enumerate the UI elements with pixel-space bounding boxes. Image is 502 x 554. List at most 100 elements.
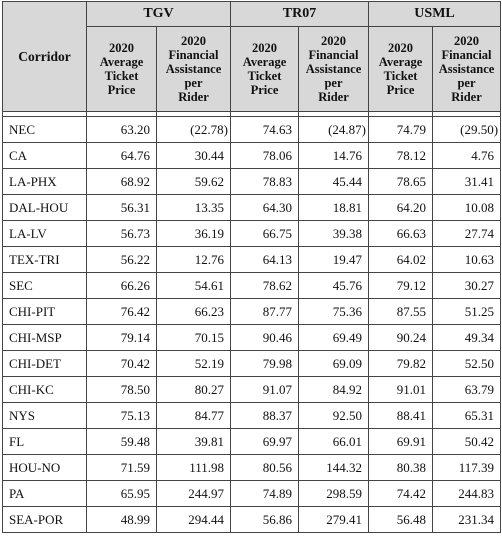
tgv-price-cell: 79.14 [86,324,157,351]
corridor-cell: SEC [2,272,87,299]
assistance-header-line: Rider [318,90,349,104]
usml-price-cell: 74.42 [368,480,434,507]
usml-assist-cell: 49.34 [432,324,502,351]
usml-price-cell: 80.38 [368,454,434,481]
tr07-price-cell: 78.06 [230,142,299,169]
usml-assistance-header: 2020 Financial Assistance per Rider [432,26,502,112]
price-header-line: Price [107,83,136,97]
tgv-assist-cell: 54.61 [156,272,231,299]
table-row: CHI-KC 78.50 80.27 91.07 84.92 91.01 63.79 [2,376,502,403]
tgv-price-cell: 56.22 [86,246,157,273]
header-gap-row [2,111,502,117]
corridor-cell: CA [2,142,87,169]
table-row: PA 65.95 244.97 74.89 298.59 74.42 244.83 [2,480,502,507]
table-row: CHI-PIT 76.42 66.23 87.77 75.36 87.55 51.25 [2,298,502,325]
tr07-price-cell: 79.98 [230,350,299,377]
usml-assist-cell: 10.63 [432,246,502,273]
usml-price-cell: 78.65 [368,168,434,195]
usml-price-cell: 74.79 [368,116,434,143]
table-row: LA-PHX 68.92 59.62 78.83 45.44 78.65 31.41 [2,168,502,195]
corridor-cell: CHI-KC [2,376,87,403]
tr07-price-cell: 66.75 [230,220,299,247]
tr07-price-header: 2020 Average Ticket Price [230,26,299,112]
usml-assist-cell: (29.50) [432,116,502,143]
ticket-price-table: Corridor TGV TR07 USML 2020 Average Ticket… [2,1,502,533]
group-header-usml: USML [368,1,502,27]
usml-price-cell: 79.82 [368,350,434,377]
tgv-assist-cell: (22.78) [156,116,231,143]
table-body: NEC 63.20 (22.78) 74.63 (24.87) 74.79 (29.50) C… [2,111,502,533]
usml-price-cell: 69.91 [368,428,434,455]
tgv-assist-cell: 80.27 [156,376,231,403]
price-header-line: Average [242,55,287,69]
tr07-assist-cell: 75.36 [297,298,370,325]
tr07-price-cell: 64.13 [230,246,299,273]
price-header-line: Price [250,83,279,97]
table-row: NYS 75.13 84.77 88.37 92.50 88.41 65.31 [2,402,502,429]
assistance-header-line: Financial [168,48,219,62]
tgv-price-header: 2020 Average Ticket Price [86,26,157,112]
tr07-assist-cell: 69.09 [297,350,370,377]
usml-assist-cell: 4.76 [432,142,502,169]
group-header-row: Corridor TGV TR07 USML [2,1,502,112]
table-row: CHI-DET 70.42 52.19 79.98 69.09 79.82 52.50 [2,350,502,377]
tr07-assist-cell: 144.32 [297,454,370,481]
column-header-row: 2020 Average Ticket Price 2020 Financial Assi… [3,26,502,112]
tgv-price-cell: 65.95 [86,480,157,507]
corridor-cell: HOU-NO [2,454,87,481]
assistance-header-line: 2020 [454,34,480,48]
table-row: DAL-HOU 56.31 13.35 64.30 18.81 64.20 10.08 [2,194,502,221]
tr07-price-cell: 78.83 [230,168,299,195]
corridor-cell: NYS [2,402,87,429]
tr07-assist-cell: 279.41 [297,506,370,533]
price-header-line: Average [378,55,423,69]
price-header-line: Ticket [383,69,418,83]
corridor-cell: CHI-MSP [2,324,87,351]
assistance-header-line: per [324,76,343,90]
usml-assist-cell: 31.41 [432,168,502,195]
assistance-header-line: Assistance [165,62,222,76]
corridor-cell: TEX-TRI [2,246,87,273]
usml-assist-cell: 244.83 [432,480,502,507]
corridor-cell: PA [2,480,87,507]
table-row: CHI-MSP 79.14 70.15 90.46 69.49 90.24 49.34 [2,324,502,351]
tgv-assist-cell: 244.97 [156,480,231,507]
usml-assist-cell: 65.31 [432,402,502,429]
tr07-assist-cell: 14.76 [297,142,370,169]
usml-assist-cell: 51.25 [432,298,502,325]
tgv-price-cell: 56.73 [86,220,157,247]
tr07-price-cell: 88.37 [230,402,299,429]
corridor-cell: SEA-POR [2,506,87,533]
corridor-cell: DAL-HOU [2,194,87,221]
tgv-assist-cell: 39.81 [156,428,231,455]
price-header-line: 2020 [109,41,134,55]
table-row: HOU-NO 71.59 111.98 80.56 144.32 80.38 117.39 [2,454,502,481]
tr07-price-cell: 91.07 [230,376,299,403]
tr07-assist-cell: 45.76 [297,272,370,299]
assistance-header-line: Assistance [305,62,362,76]
corridor-cell: LA-LV [2,220,87,247]
assistance-header-line: 2020 [181,34,206,48]
price-header-line: Ticket [104,69,139,83]
usml-price-cell: 66.63 [368,220,434,247]
price-header-line: 2020 [388,41,414,55]
tr07-price-cell: 74.63 [230,116,299,143]
table-row: NEC 63.20 (22.78) 74.63 (24.87) 74.79 (29.50) [2,116,502,143]
table-row: TEX-TRI 56.22 12.76 64.13 19.47 64.02 10.63 [2,246,502,273]
tgv-assist-cell: 12.76 [156,246,231,273]
tr07-assist-cell: 92.50 [297,402,370,429]
table-row: SEA-POR 48.99 294.44 56.86 279.41 56.48 231.34 [2,506,502,533]
tgv-assist-cell: 84.77 [156,402,231,429]
tgv-price-cell: 66.26 [86,272,157,299]
usml-price-cell: 87.55 [368,298,434,325]
tr07-assist-cell: 84.92 [297,376,370,403]
assistance-header-line: Financial [308,48,359,62]
assistance-header-line: Rider [451,90,482,104]
assistance-header-line: per [457,76,476,90]
tgv-assist-cell: 66.23 [156,298,231,325]
corridor-cell: CHI-PIT [2,298,87,325]
group-header-tgv: TGV [86,1,231,27]
tgv-price-cell: 56.31 [86,194,157,221]
corridor-cell: FL [2,428,87,455]
tgv-assistance-header: 2020 Financial Assistance per Rider [156,26,231,112]
